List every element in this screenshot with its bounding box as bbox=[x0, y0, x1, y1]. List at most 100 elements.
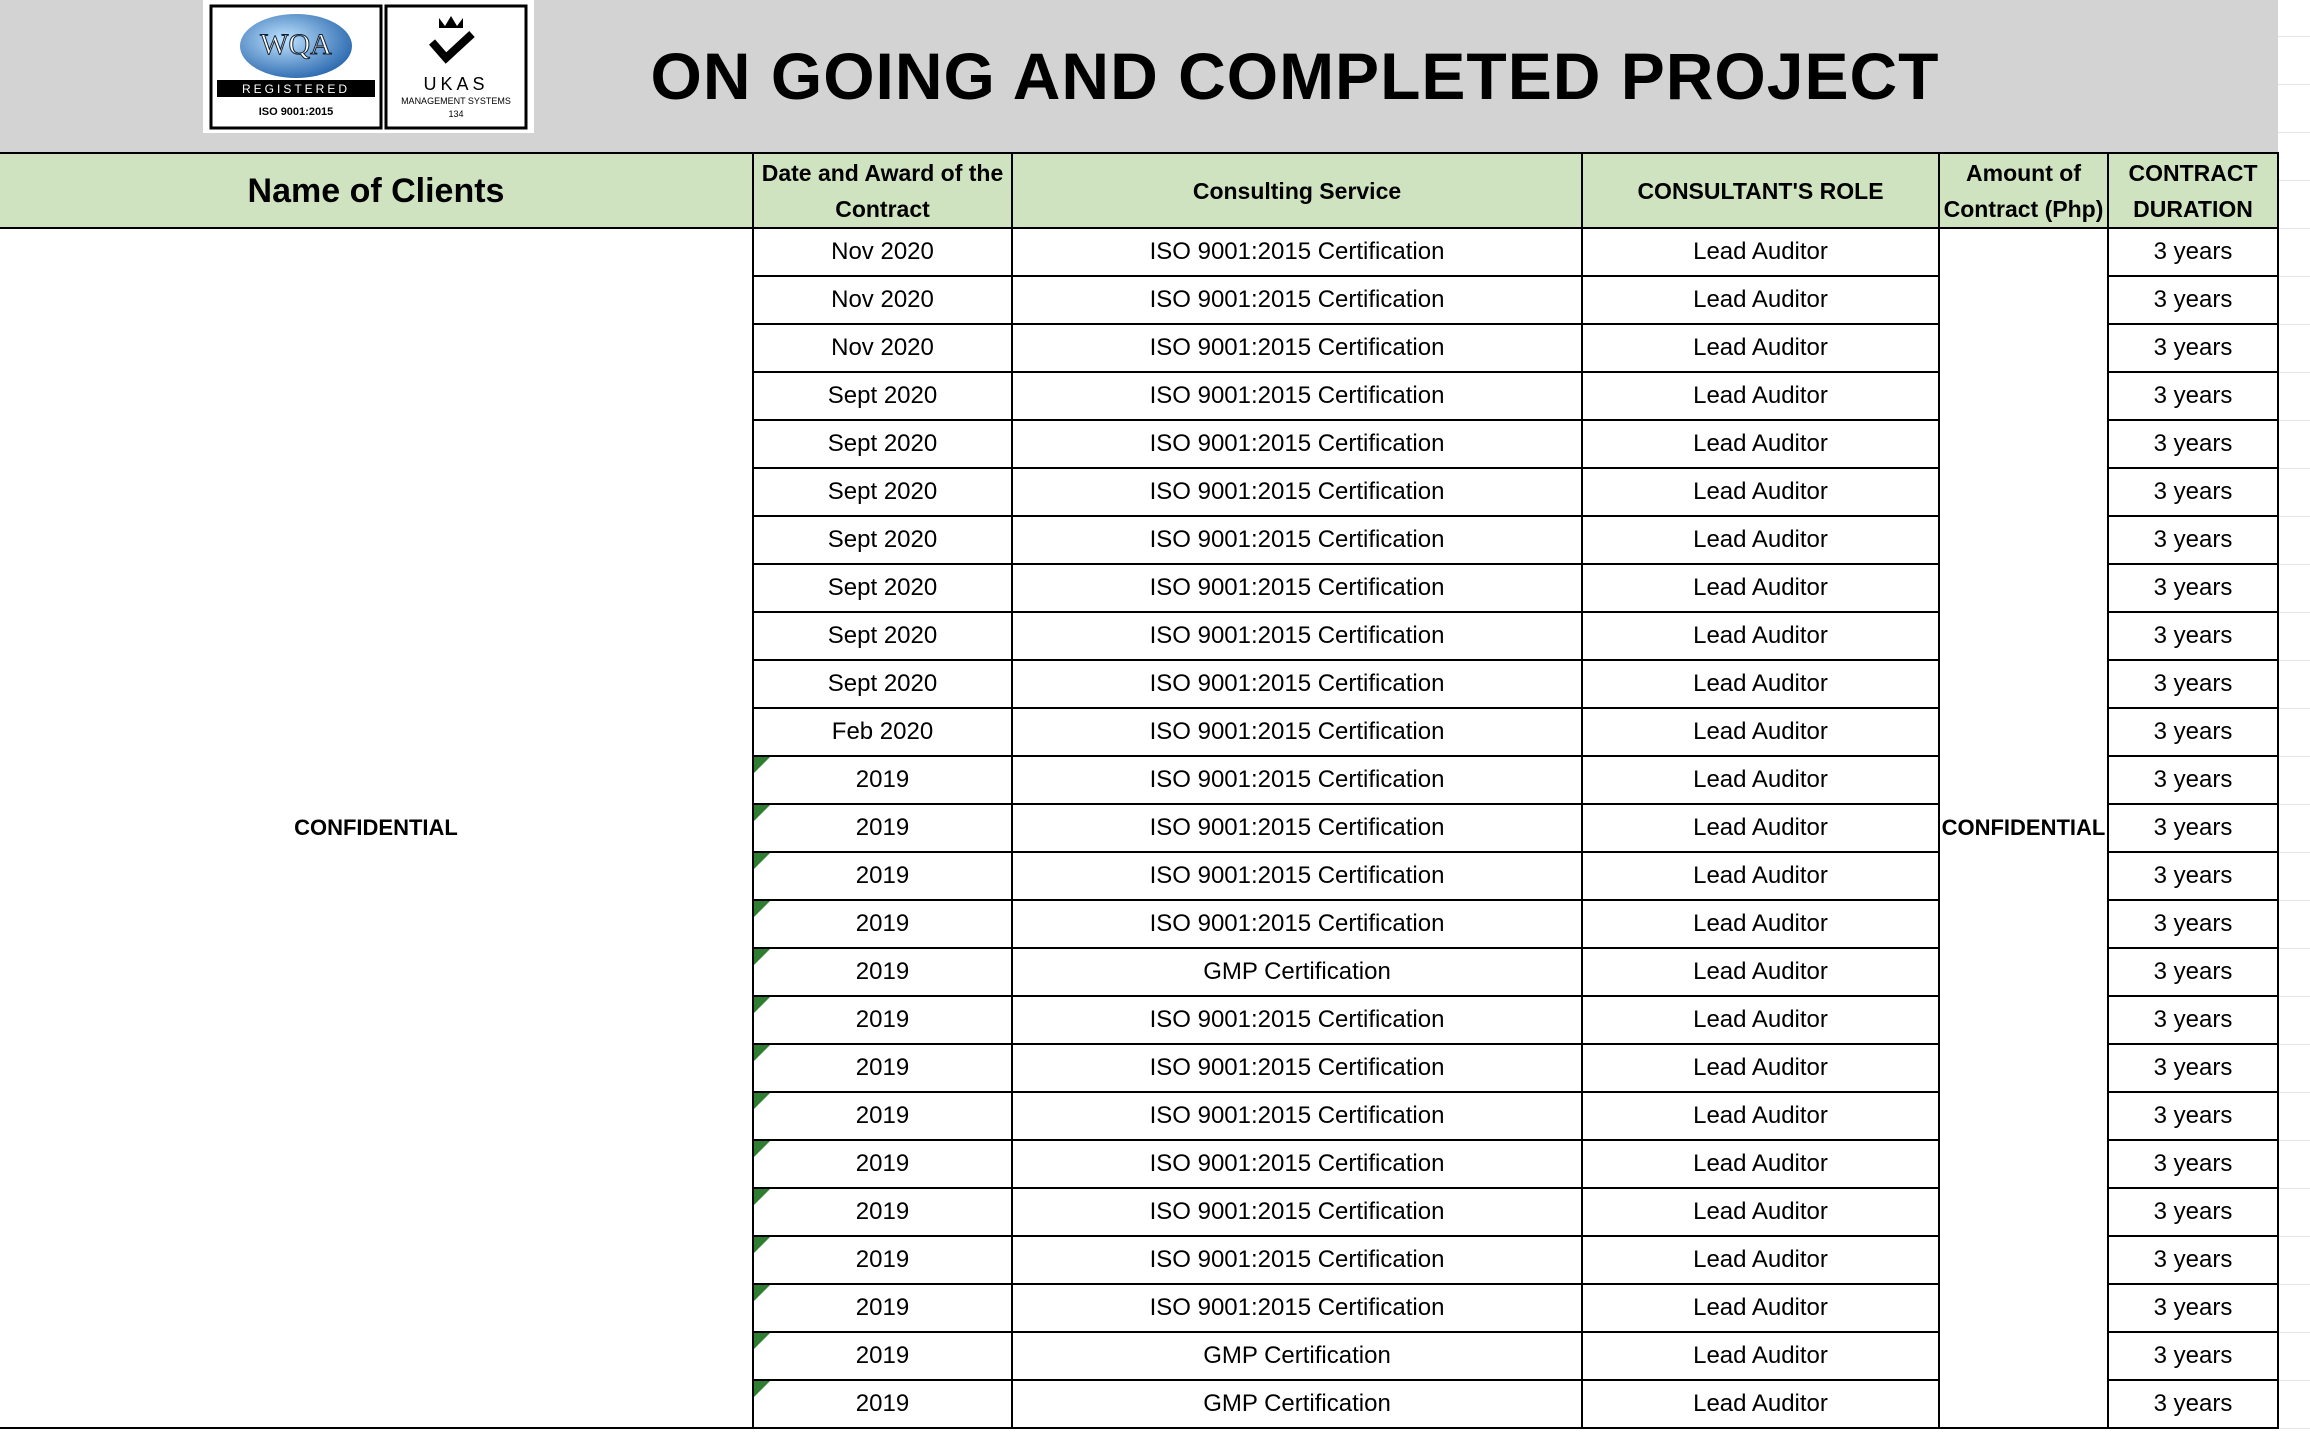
table-row: Feb 2020 ISO 9001:2015 Certification Lead … bbox=[0, 707, 2279, 757]
date-cell: Nov 2020 bbox=[752, 323, 1013, 373]
column-header: Amount of Contract (Php) bbox=[1938, 152, 2109, 229]
date-cell: 2019 bbox=[752, 1235, 1013, 1285]
role-cell: Lead Auditor bbox=[1581, 755, 1940, 805]
logo-standard: ISO 9001:2015 bbox=[259, 106, 334, 118]
role-cell: Lead Auditor bbox=[1581, 1283, 1940, 1333]
service-cell: ISO 9001:2015 Certification bbox=[1011, 851, 1583, 901]
table-row: 2019 ISO 9001:2015 Certification Lead Audi… bbox=[0, 1043, 2279, 1093]
table-row: Sept 2020 ISO 9001:2015 Certification Lead… bbox=[0, 467, 2279, 517]
service-cell: ISO 9001:2015 Certification bbox=[1011, 371, 1583, 421]
header-row: Name of Clients Date and Award of the Con… bbox=[0, 152, 2279, 229]
role-cell: Lead Auditor bbox=[1581, 371, 1940, 421]
service-cell: ISO 9001:2015 Certification bbox=[1011, 1187, 1583, 1237]
column-header: Name of Clients bbox=[0, 152, 754, 229]
table-row: Nov 2020 ISO 9001:2015 Certification Lead … bbox=[0, 323, 2279, 373]
duration-cell: 3 years bbox=[2107, 515, 2279, 565]
date-cell: 2019 bbox=[752, 995, 1013, 1045]
service-cell: ISO 9001:2015 Certification bbox=[1011, 227, 1583, 277]
service-cell: ISO 9001:2015 Certification bbox=[1011, 995, 1583, 1045]
table-row: CONFIDENTIAL Nov 2020 ISO 9001:2015 Certif… bbox=[0, 227, 2279, 1429]
duration-cell: 3 years bbox=[2107, 371, 2279, 421]
text-number-flag bbox=[754, 757, 770, 773]
duration-cell: 3 years bbox=[2107, 899, 2279, 949]
column-header: CONSULTANT'S ROLE bbox=[1581, 152, 1940, 229]
table-row: 2019 ISO 9001:2015 Certification Lead Audi… bbox=[0, 1283, 2279, 1333]
duration-cell: 3 years bbox=[2107, 1235, 2279, 1285]
table-row: 2019 ISO 9001:2015 Certification Lead Audi… bbox=[0, 1091, 2279, 1141]
table-row: Sept 2020 ISO 9001:2015 Certification Lead… bbox=[0, 515, 2279, 565]
date-cell: 2019 bbox=[752, 851, 1013, 901]
duration-cell: 3 years bbox=[2107, 563, 2279, 613]
table-row: 2019 ISO 9001:2015 Certification Lead Audi… bbox=[0, 1139, 2279, 1189]
date-cell: 2019 bbox=[752, 1187, 1013, 1237]
service-cell: ISO 9001:2015 Certification bbox=[1011, 563, 1583, 613]
date-cell: Sept 2020 bbox=[752, 659, 1013, 709]
date-cell: Sept 2020 bbox=[752, 563, 1013, 613]
date-cell: Sept 2020 bbox=[752, 611, 1013, 661]
duration-cell: 3 years bbox=[2107, 275, 2279, 325]
text-number-flag bbox=[754, 1093, 770, 1109]
service-cell: ISO 9001:2015 Certification bbox=[1011, 1139, 1583, 1189]
table-row: 2019 ISO 9001:2015 Certification Lead Audi… bbox=[0, 995, 2279, 1045]
service-cell: ISO 9001:2015 Certification bbox=[1011, 659, 1583, 709]
table-row: Nov 2020 ISO 9001:2015 Certification Lead … bbox=[0, 275, 2279, 325]
duration-cell: 3 years bbox=[2107, 1283, 2279, 1333]
date-cell: Nov 2020 bbox=[752, 275, 1013, 325]
text-number-flag bbox=[754, 1333, 770, 1349]
date-cell: 2019 bbox=[752, 803, 1013, 853]
certification-logo: WQA REGISTERED ISO 9001:2015 UKAS MANAGE… bbox=[203, 0, 534, 133]
date-cell: Nov 2020 bbox=[752, 227, 1013, 277]
title-band: WQA REGISTERED ISO 9001:2015 UKAS MANAGE… bbox=[0, 0, 2278, 152]
duration-cell: 3 years bbox=[2107, 419, 2279, 469]
duration-cell: 3 years bbox=[2107, 1091, 2279, 1141]
date-cell: 2019 bbox=[752, 947, 1013, 997]
service-cell: ISO 9001:2015 Certification bbox=[1011, 1043, 1583, 1093]
table-row: Sept 2020 ISO 9001:2015 Certification Lead… bbox=[0, 659, 2279, 709]
role-cell: Lead Auditor bbox=[1581, 611, 1940, 661]
table-row: 2019 ISO 9001:2015 Certification Lead Audi… bbox=[0, 851, 2279, 901]
column-header: CONTRACT DURATION bbox=[2107, 152, 2279, 229]
duration-cell: 3 years bbox=[2107, 995, 2279, 1045]
role-cell: Lead Auditor bbox=[1581, 419, 1940, 469]
service-cell: GMP Certification bbox=[1011, 947, 1583, 997]
service-cell: ISO 9001:2015 Certification bbox=[1011, 707, 1583, 757]
amount-cell: CONFIDENTIAL bbox=[1938, 227, 2109, 1429]
role-cell: Lead Auditor bbox=[1581, 1235, 1940, 1285]
service-cell: ISO 9001:2015 Certification bbox=[1011, 275, 1583, 325]
table-row: 2019 ISO 9001:2015 Certification Lead Audi… bbox=[0, 1235, 2279, 1285]
role-cell: Lead Auditor bbox=[1581, 323, 1940, 373]
service-cell: ISO 9001:2015 Certification bbox=[1011, 611, 1583, 661]
text-number-flag bbox=[754, 1045, 770, 1061]
text-number-flag bbox=[754, 949, 770, 965]
role-cell: Lead Auditor bbox=[1581, 467, 1940, 517]
client-cell: CONFIDENTIAL bbox=[0, 227, 754, 1429]
text-number-flag bbox=[754, 853, 770, 869]
role-cell: Lead Auditor bbox=[1581, 1091, 1940, 1141]
service-cell: ISO 9001:2015 Certification bbox=[1011, 419, 1583, 469]
role-cell: Lead Auditor bbox=[1581, 659, 1940, 709]
table-row: Sept 2020 ISO 9001:2015 Certification Lead… bbox=[0, 563, 2279, 613]
role-cell: Lead Auditor bbox=[1581, 803, 1940, 853]
service-cell: GMP Certification bbox=[1011, 1331, 1583, 1381]
table-row: 2019 ISO 9001:2015 Certification Lead Audi… bbox=[0, 899, 2279, 949]
duration-cell: 3 years bbox=[2107, 659, 2279, 709]
table-row: 2019 ISO 9001:2015 Certification Lead Audi… bbox=[0, 803, 2279, 853]
duration-cell: 3 years bbox=[2107, 803, 2279, 853]
date-cell: Feb 2020 bbox=[752, 707, 1013, 757]
role-cell: Lead Auditor bbox=[1581, 899, 1940, 949]
text-number-flag bbox=[754, 1237, 770, 1253]
date-cell: 2019 bbox=[752, 1043, 1013, 1093]
text-number-flag bbox=[754, 997, 770, 1013]
service-cell: ISO 9001:2015 Certification bbox=[1011, 803, 1583, 853]
service-cell: GMP Certification bbox=[1011, 1379, 1583, 1429]
date-cell: 2019 bbox=[752, 1139, 1013, 1189]
role-cell: Lead Auditor bbox=[1581, 707, 1940, 757]
role-cell: Lead Auditor bbox=[1581, 947, 1940, 997]
column-header: Date and Award of the Contract bbox=[752, 152, 1013, 229]
date-cell: Sept 2020 bbox=[752, 371, 1013, 421]
date-cell: 2019 bbox=[752, 1283, 1013, 1333]
duration-cell: 3 years bbox=[2107, 947, 2279, 997]
duration-cell: 3 years bbox=[2107, 755, 2279, 805]
duration-cell: 3 years bbox=[2107, 707, 2279, 757]
